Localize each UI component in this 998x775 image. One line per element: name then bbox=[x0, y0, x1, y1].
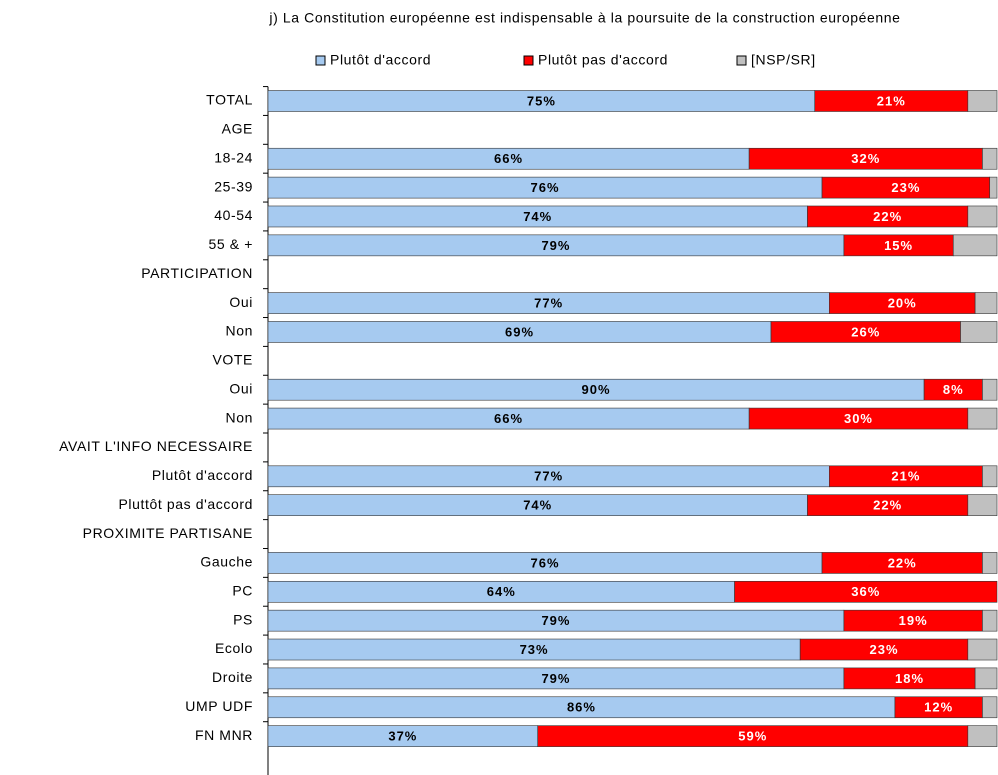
data-label: 79% bbox=[541, 613, 570, 628]
data-label: 74% bbox=[523, 498, 552, 513]
category-label: 55 & + bbox=[209, 236, 253, 252]
category-label: PROXIMITE PARTISANE bbox=[83, 525, 253, 541]
bar-segment bbox=[967, 638, 998, 661]
category-label: 18-24 bbox=[214, 149, 253, 165]
data-label: 64% bbox=[487, 584, 516, 599]
data-label: 22% bbox=[873, 209, 902, 224]
category-label: Pluttôt pas d'accord bbox=[118, 496, 253, 512]
data-label: 30% bbox=[844, 411, 873, 426]
data-label: 32% bbox=[851, 151, 880, 166]
chart-title: j) La Constitution européenne est indisp… bbox=[268, 10, 900, 26]
data-label: 73% bbox=[520, 642, 549, 657]
data-label: 86% bbox=[567, 700, 596, 715]
data-label: 22% bbox=[873, 498, 902, 513]
category-label: TOTAL bbox=[206, 92, 253, 108]
category-label: Plutôt d'accord bbox=[152, 467, 253, 483]
category-label: FN MNR bbox=[195, 727, 253, 743]
bar-segment bbox=[967, 205, 998, 228]
data-label: 8% bbox=[943, 382, 964, 397]
data-label: 21% bbox=[877, 93, 906, 108]
category-label: 25-39 bbox=[214, 178, 253, 194]
category-label: PC bbox=[232, 582, 253, 598]
category-label: UMP UDF bbox=[185, 698, 253, 714]
bar-segment bbox=[967, 725, 998, 747]
data-label: 23% bbox=[869, 642, 898, 657]
legend-swatch bbox=[736, 55, 747, 66]
legend-swatch bbox=[315, 55, 326, 66]
legend-swatch bbox=[523, 55, 534, 66]
data-label: 66% bbox=[494, 151, 523, 166]
category-label: Gauche bbox=[200, 554, 253, 570]
data-label: 75% bbox=[527, 93, 556, 108]
data-label: 37% bbox=[388, 729, 417, 744]
category-label: Droite bbox=[212, 669, 253, 685]
data-label: 59% bbox=[738, 729, 767, 744]
category-label: 40-54 bbox=[214, 207, 253, 223]
bar-segment bbox=[967, 90, 998, 112]
data-label: 77% bbox=[534, 469, 563, 484]
data-label: 22% bbox=[888, 555, 917, 570]
data-label: 79% bbox=[541, 238, 570, 253]
category-label: Ecolo bbox=[215, 640, 253, 656]
data-label: 76% bbox=[531, 555, 560, 570]
bar-segment bbox=[734, 580, 998, 603]
data-label: 76% bbox=[531, 180, 560, 195]
data-label: 20% bbox=[888, 296, 917, 311]
data-label: 90% bbox=[582, 382, 611, 397]
bar-segment bbox=[974, 667, 998, 690]
legend-label: Plutôt d'accord bbox=[330, 52, 431, 68]
data-label: 12% bbox=[924, 700, 953, 715]
bar-segment bbox=[960, 321, 998, 343]
data-label: 15% bbox=[884, 238, 913, 253]
category-label: Oui bbox=[229, 294, 253, 310]
category-label: PS bbox=[233, 611, 253, 627]
category-label: VOTE bbox=[212, 352, 253, 368]
bar-segment bbox=[952, 234, 998, 257]
bar-segment bbox=[989, 176, 998, 199]
category-label: AVAIT L'INFO NECESSAIRE bbox=[59, 438, 253, 454]
bar-segment bbox=[967, 407, 998, 430]
bar-segment bbox=[982, 552, 998, 574]
legend-label: [NSP/SR] bbox=[751, 52, 816, 68]
category-label: PARTICIPATION bbox=[141, 265, 253, 281]
category-label: Non bbox=[226, 409, 253, 425]
legend-label: Plutôt pas d'accord bbox=[538, 52, 668, 68]
bar-segment bbox=[982, 147, 998, 170]
data-label: 66% bbox=[494, 411, 523, 426]
data-label: 69% bbox=[505, 324, 534, 339]
bar-segment bbox=[982, 696, 998, 719]
bar-segment bbox=[982, 465, 998, 488]
data-label: 79% bbox=[541, 671, 570, 686]
data-label: 36% bbox=[851, 584, 880, 599]
bar-segment bbox=[982, 378, 998, 401]
data-label: 21% bbox=[891, 469, 920, 484]
data-label: 23% bbox=[891, 180, 920, 195]
category-label: Non bbox=[226, 323, 253, 339]
category-label: Oui bbox=[229, 380, 253, 396]
data-label: 74% bbox=[523, 209, 552, 224]
data-label: 19% bbox=[899, 613, 928, 628]
data-label: 18% bbox=[895, 671, 924, 686]
bar-segment bbox=[974, 292, 998, 314]
category-label: AGE bbox=[222, 121, 253, 137]
bar-segment bbox=[982, 609, 998, 632]
data-label: 77% bbox=[534, 296, 563, 311]
data-label: 26% bbox=[851, 324, 880, 339]
bar-segment bbox=[967, 494, 998, 516]
